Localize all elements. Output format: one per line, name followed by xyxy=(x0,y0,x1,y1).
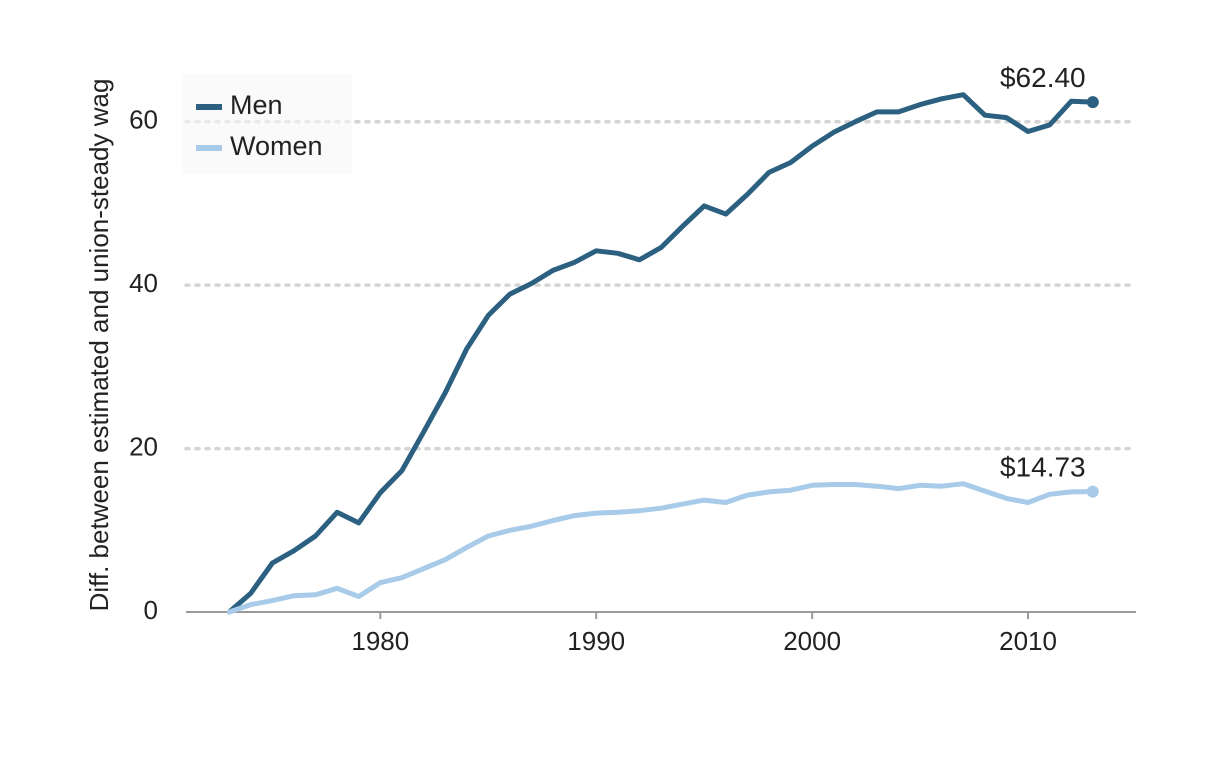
end-label-women: $14.73 xyxy=(1000,452,1086,483)
end-point-women xyxy=(1086,485,1099,498)
y-tick-label: 40 xyxy=(129,268,158,298)
y-axis-title: Diff. between estimated and union-steady… xyxy=(84,79,114,612)
end-label-men: $62.40 xyxy=(1000,62,1086,93)
x-tick-label: 2000 xyxy=(783,626,841,656)
x-tick-label: 1990 xyxy=(567,626,625,656)
axes: 0 20 40 60 1980 1990 2000 2010 xyxy=(129,105,1136,656)
legend-label-women: Women xyxy=(230,131,323,161)
end-labels: $62.40 $14.73 xyxy=(1000,62,1086,483)
y-tick-label: 20 xyxy=(129,431,158,461)
series-line-men xyxy=(226,92,1096,615)
legend-label-men: Men xyxy=(230,90,283,120)
y-tick-label: 60 xyxy=(129,105,158,135)
legend: Men Women xyxy=(182,74,352,174)
series-lines xyxy=(226,92,1099,615)
x-tick-label: 1980 xyxy=(351,626,409,656)
y-tick-label: 0 xyxy=(144,595,158,625)
x-tick-label: 2010 xyxy=(999,626,1057,656)
legend-box xyxy=(182,74,352,174)
series-line-women xyxy=(226,481,1096,615)
end-point-men xyxy=(1086,96,1099,109)
